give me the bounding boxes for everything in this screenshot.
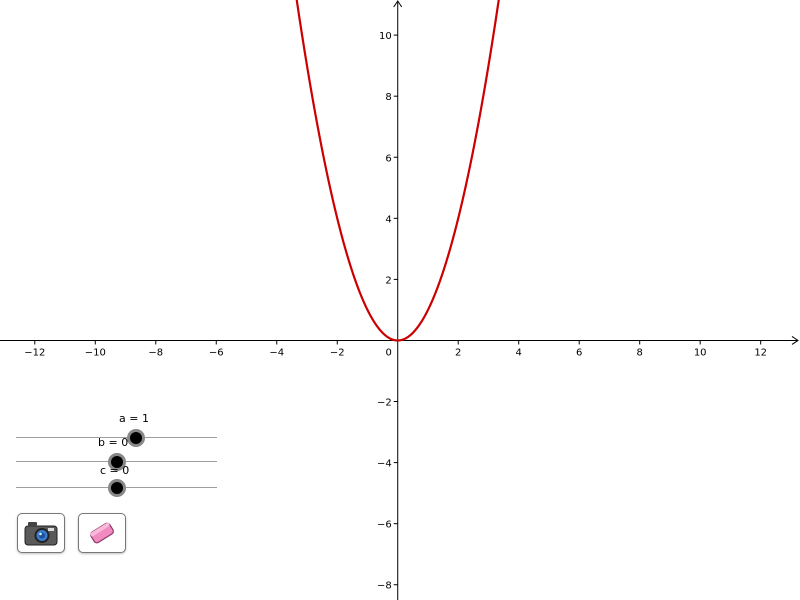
slider-b-knob[interactable] [108, 453, 126, 471]
x-tick-label: 10 [694, 347, 707, 358]
x-tick-label: 6 [576, 347, 582, 358]
slider-a-label: a = 1 [119, 412, 149, 425]
screenshot-button[interactable] [17, 513, 65, 553]
y-tick-label: 2 [385, 275, 391, 286]
camera-icon [24, 522, 58, 546]
x-axis-arrow [791, 336, 799, 345]
slider-a-track[interactable] [16, 437, 217, 438]
x-tick-label: 12 [754, 347, 767, 358]
axis-ticks [34, 34, 762, 586]
slider-b-label: b = 0 [98, 436, 129, 449]
y-tick-label: −2 [377, 398, 392, 409]
y-tick-label: −8 [377, 581, 392, 592]
slider-a-knob[interactable] [127, 429, 145, 447]
x-tick-label: 0 [386, 347, 392, 358]
y-tick-label: −6 [377, 520, 392, 531]
axis-tick-labels: −12 −10 −8 −6 −4 −2 0 2 4 6 8 10 12 −8 −6 −4 −2 2 4 6 8 10 [24, 31, 767, 592]
x-tick-label: −2 [330, 347, 345, 358]
y-tick-label: 6 [385, 153, 391, 164]
slider-c-label: c = 0 [100, 464, 130, 477]
x-tick-label: 4 [516, 347, 522, 358]
slider-c-knob[interactable] [108, 479, 126, 497]
x-tick-label: 2 [455, 347, 461, 358]
y-axis-arrow [393, 0, 403, 8]
x-tick-label: −12 [24, 347, 45, 358]
parabola-curve [295, 0, 500, 342]
x-tick-label: −4 [269, 347, 284, 358]
slider-a: a = 1 [16, 412, 218, 447]
slider-c: c = 0 [16, 462, 218, 497]
x-tick-label: 8 [637, 347, 643, 358]
x-tick-label: −8 [148, 347, 163, 358]
clear-button[interactable] [78, 513, 126, 553]
slider-b: b = 0 [16, 436, 218, 471]
y-tick-label: 4 [385, 214, 391, 225]
y-tick-label: −4 [377, 459, 392, 470]
y-tick-label: 10 [379, 31, 392, 42]
eraser-icon [90, 522, 114, 544]
x-tick-label: −10 [85, 347, 106, 358]
x-tick-label: −6 [209, 347, 224, 358]
y-tick-label: 8 [385, 92, 391, 103]
